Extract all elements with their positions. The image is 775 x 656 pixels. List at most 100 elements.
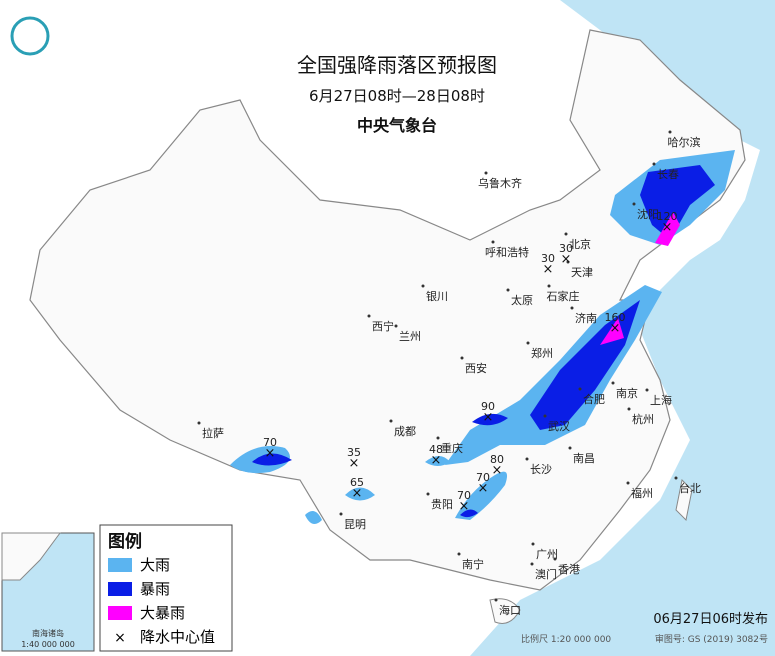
city-dot [339,512,343,516]
center-mark: × [543,262,554,277]
rainstorm-area [472,413,508,426]
city-dot [674,476,678,480]
city-label: 太原 [511,294,533,307]
island [489,598,521,624]
legend-swatch [108,558,132,572]
center-value: 80 [490,453,504,466]
city-dot [525,457,529,461]
inset-scale: 1:40 000 000 [21,640,75,649]
issued-time: 06月27日06时发布 [653,611,768,627]
city-label: 杭州 [632,412,654,426]
inset-land [1,532,61,581]
city-label: 南宁 [462,557,484,571]
city-dot [668,130,672,134]
city-dot [531,542,535,546]
city-dot [530,562,534,566]
city-label: 郑州 [531,346,553,360]
city-dot [553,557,557,561]
legend-label: 暴雨 [140,580,170,598]
center-mark: × [478,481,489,496]
center-mark: × [662,220,673,235]
center-value: 65 [350,476,364,489]
city-label: 海口 [499,603,521,617]
land [29,29,746,591]
center-value: 70 [457,489,471,502]
city-dot [389,419,393,423]
center-mark: × [610,321,621,336]
city-label: 兰州 [399,330,421,343]
city-dot [543,414,547,418]
center-value: 35 [347,446,361,459]
city-dot [568,446,572,450]
legend-title: 图例 [108,531,142,552]
city-label: 天津 [571,266,593,279]
city-dot [367,314,371,318]
city-label: 西宁 [372,319,394,333]
city-dot [547,284,551,288]
city-label: 济南 [575,311,597,325]
center-mark: × [561,252,572,267]
city-label: 乌鲁木齐 [478,176,522,190]
city-dot [491,240,495,244]
city-dot [632,202,636,206]
heavy-rain-area [455,471,508,520]
center-value: 90 [481,400,495,413]
city-label: 重庆 [441,441,463,455]
city-label: 澳门 [535,567,557,581]
legend-swatch [108,606,132,620]
city-dot [484,171,488,175]
island [675,478,693,522]
center-mark: × [265,446,276,461]
city-dot [652,162,656,166]
rainstorm-area [252,453,292,466]
legend-swatch [108,582,132,596]
city-label: 贵阳 [431,498,453,511]
city-dot [611,381,615,385]
city-label: 成都 [394,425,416,438]
city-label: 呼和浩特 [485,245,529,259]
rainstorm-area [640,165,715,240]
sea [470,0,775,656]
city-label: 昆明 [344,518,366,531]
city-label: 沈阳 [637,207,659,221]
center-value: 70 [263,436,277,449]
center-value: 70 [476,471,490,484]
city-label: 南昌 [573,452,595,465]
city-label: 长沙 [530,463,552,476]
map-subtitle: 6月27日08时—28日08时 [309,87,485,105]
city-dot [526,341,530,345]
scale: 比例尺 1:20 000 000 [521,633,611,645]
city-label: 香港 [558,563,580,576]
city-label: 拉萨 [202,426,224,440]
city-dot [645,388,649,392]
legend-symbol: × [114,630,126,646]
city-dot [436,436,440,440]
city-dot [394,324,398,328]
city-dot [426,492,430,496]
issuer: 中央气象台 [357,116,437,135]
city-label: 南京 [616,386,638,400]
center-mark: × [431,453,442,468]
center-value: 48 [429,443,443,456]
center-mark: × [459,499,470,514]
inset-label: 南海诸岛 [32,628,64,638]
city-dot [494,598,498,602]
center-value: 120 [657,210,678,223]
city-dot [570,306,574,310]
legend-label: 大雨 [140,556,170,574]
legend-label: 降水中心值 [140,628,215,646]
center-value: 30 [559,242,573,255]
rainstorm-area [460,509,478,518]
city-dot [460,356,464,360]
legend-label: 大暴雨 [140,604,185,622]
center-mark: × [352,486,363,501]
city-dot [626,481,630,485]
city-label: 武汉 [548,420,570,433]
city-dot [627,407,631,411]
downpour-area [655,212,680,246]
city-dot [564,232,568,236]
city-label: 西安 [465,361,487,375]
center-value: 160 [605,311,626,324]
